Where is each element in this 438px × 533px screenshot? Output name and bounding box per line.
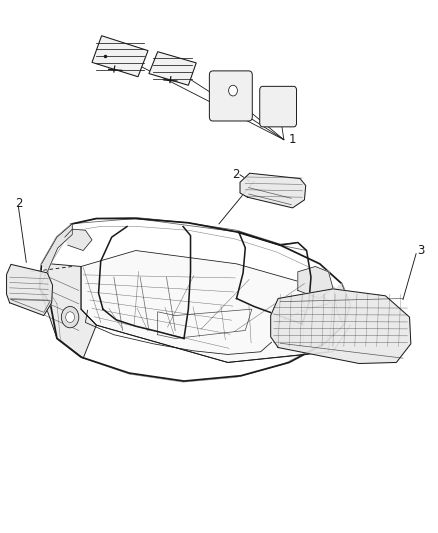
Polygon shape	[149, 52, 196, 85]
Text: 3: 3	[417, 244, 424, 257]
Polygon shape	[240, 173, 306, 208]
Circle shape	[229, 85, 237, 96]
Polygon shape	[271, 289, 411, 364]
Polygon shape	[81, 251, 333, 362]
Polygon shape	[39, 264, 96, 358]
Circle shape	[66, 312, 74, 322]
FancyBboxPatch shape	[209, 71, 252, 121]
Text: 2: 2	[14, 197, 22, 210]
Circle shape	[61, 306, 79, 328]
Polygon shape	[65, 229, 92, 251]
Polygon shape	[298, 266, 333, 298]
Polygon shape	[334, 284, 350, 325]
FancyBboxPatch shape	[260, 86, 297, 127]
Polygon shape	[42, 224, 72, 272]
Polygon shape	[7, 264, 53, 316]
Polygon shape	[92, 36, 148, 77]
Text: 2: 2	[233, 168, 240, 181]
Text: 1: 1	[288, 133, 296, 146]
